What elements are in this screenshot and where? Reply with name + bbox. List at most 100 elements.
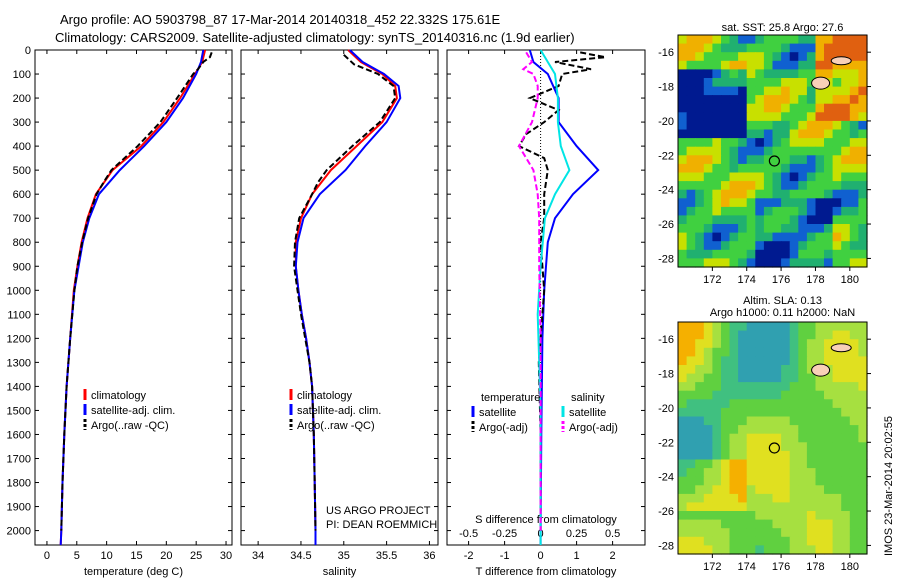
map-cell bbox=[849, 172, 859, 182]
map-cell bbox=[806, 241, 817, 251]
map-cell bbox=[789, 69, 799, 79]
map-cell bbox=[695, 249, 705, 259]
map-cell bbox=[781, 120, 791, 131]
map-cell bbox=[789, 163, 799, 174]
map-cell bbox=[746, 43, 756, 53]
map-cell bbox=[815, 442, 825, 452]
chart-title-line1: Argo profile: AO 5903798_87 17-Mar-2014 … bbox=[60, 12, 501, 27]
map-cell bbox=[841, 450, 851, 461]
map-cell bbox=[824, 155, 834, 165]
map-cell bbox=[849, 52, 859, 62]
map-cell bbox=[789, 189, 799, 199]
map-cell bbox=[678, 322, 688, 332]
map-cell bbox=[695, 86, 705, 96]
map-cell bbox=[806, 52, 817, 62]
map-cell bbox=[738, 330, 748, 340]
map-cell bbox=[746, 545, 756, 555]
map-cell bbox=[686, 511, 696, 521]
map-cell bbox=[789, 95, 799, 105]
map-cell bbox=[721, 390, 731, 400]
map-cell bbox=[849, 249, 859, 259]
lat-tick-label: -28 bbox=[658, 540, 674, 552]
map-cell bbox=[712, 163, 722, 174]
map-cell bbox=[738, 339, 748, 349]
lon-tick-label: 180 bbox=[841, 274, 859, 286]
map-cell bbox=[772, 425, 782, 435]
map-cell bbox=[832, 69, 842, 79]
map-cell bbox=[678, 382, 688, 392]
map-cell bbox=[729, 459, 739, 469]
map-cell bbox=[746, 373, 756, 383]
map-cell bbox=[746, 322, 756, 332]
map-cell bbox=[841, 399, 851, 409]
map-cell bbox=[849, 390, 859, 400]
map-cell bbox=[841, 485, 851, 495]
map-cell bbox=[678, 433, 688, 443]
map-cell bbox=[815, 163, 825, 174]
map-cell bbox=[789, 433, 799, 443]
map-cell bbox=[729, 35, 739, 45]
map-cell bbox=[858, 35, 868, 45]
map-cell bbox=[721, 120, 731, 131]
map-cell bbox=[858, 356, 868, 366]
map-cell bbox=[824, 86, 834, 96]
map-cell bbox=[789, 60, 799, 70]
map-cell bbox=[781, 258, 791, 268]
map-cell bbox=[815, 103, 825, 113]
map-cell bbox=[763, 416, 774, 426]
map-cell bbox=[755, 502, 765, 512]
map-cell bbox=[841, 330, 851, 340]
x-axis-label: T difference from climatology bbox=[476, 566, 617, 578]
map-cell bbox=[678, 129, 688, 139]
map-cell bbox=[712, 60, 722, 70]
map-cell bbox=[781, 528, 791, 538]
map-cell bbox=[841, 390, 851, 400]
panel-frame-1 bbox=[34, 49, 233, 546]
map-cell bbox=[712, 459, 722, 469]
x-tick-label: 0 bbox=[44, 550, 50, 562]
map-cell bbox=[781, 485, 791, 495]
map-cell bbox=[763, 138, 774, 148]
map-cell bbox=[772, 476, 782, 486]
map-cell bbox=[703, 60, 713, 70]
map-cell bbox=[832, 459, 842, 469]
map-cell bbox=[806, 172, 817, 182]
map-cell bbox=[746, 339, 756, 349]
map-cell bbox=[755, 442, 765, 452]
legend-label: climatology bbox=[297, 390, 353, 402]
map-cell bbox=[841, 78, 851, 88]
map-cell bbox=[806, 146, 817, 156]
map-cell bbox=[686, 138, 696, 148]
map-cell bbox=[738, 60, 748, 70]
map-cell bbox=[815, 43, 825, 53]
map-cell bbox=[738, 545, 748, 555]
map-cell bbox=[746, 390, 756, 400]
map-cell bbox=[755, 43, 765, 53]
map-cell bbox=[781, 78, 791, 88]
map-cell bbox=[849, 95, 859, 105]
map-cell bbox=[858, 206, 868, 217]
island bbox=[830, 56, 852, 66]
series-line-salinity-argo-adj- bbox=[517, 51, 542, 531]
map-cell bbox=[703, 339, 713, 349]
map-cell bbox=[772, 519, 782, 529]
map-cell bbox=[841, 120, 851, 131]
map-cell bbox=[695, 138, 705, 148]
map-cell bbox=[806, 528, 817, 538]
map-cell bbox=[678, 485, 688, 495]
map-cell bbox=[832, 78, 842, 88]
map-cell bbox=[858, 322, 868, 332]
map-cell bbox=[695, 198, 705, 208]
map-cell bbox=[815, 545, 825, 555]
map-cell bbox=[789, 459, 799, 469]
map-cell bbox=[686, 373, 696, 383]
map-cell bbox=[781, 511, 791, 521]
map-cell bbox=[729, 365, 739, 375]
map-cell bbox=[781, 198, 791, 208]
map-cell bbox=[695, 425, 705, 435]
map-cell bbox=[849, 382, 859, 392]
depth-tick-label: 1900 bbox=[7, 502, 31, 514]
map-cell bbox=[763, 528, 774, 538]
map-cell bbox=[738, 52, 748, 62]
map-cell bbox=[686, 485, 696, 495]
